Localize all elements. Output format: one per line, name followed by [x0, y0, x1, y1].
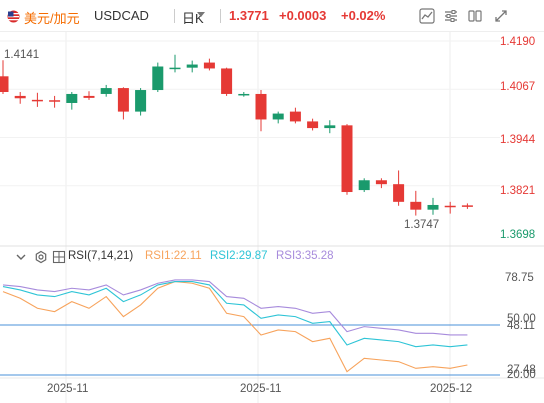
line-chart-icon[interactable]: [419, 8, 435, 24]
candle-body: [66, 93, 78, 103]
candle-body: [186, 64, 198, 68]
candle-body: [238, 93, 250, 96]
collapse-chevron-icon[interactable]: [14, 250, 28, 264]
candle-body: [14, 95, 26, 99]
candle-body: [31, 99, 43, 102]
candle-body: [100, 88, 112, 94]
high-marker-label: 1.4141: [4, 49, 40, 61]
chart-grid: [0, 32, 544, 403]
x-axis-label: 2025-11: [47, 383, 89, 395]
symbol-code[interactable]: USDCAD: [94, 8, 149, 23]
rsi-axis-tick: 20.00: [507, 369, 536, 381]
rsi-axis-tick: 50.00: [507, 313, 536, 325]
candle-body: [358, 180, 370, 191]
rsi1-value: RSI1:22.11: [145, 250, 202, 262]
price-change: +0.0003: [279, 8, 327, 23]
candle-body: [169, 67, 181, 70]
candle-body: [461, 205, 473, 207]
drawing-tools-icon[interactable]: [467, 8, 483, 24]
symbol-name-cn[interactable]: 美元/加元: [24, 11, 80, 26]
gear-icon[interactable]: [34, 250, 48, 264]
candle-body: [272, 113, 284, 120]
price-axis-tick: 1.4190: [500, 36, 536, 48]
candle-body: [289, 111, 301, 122]
candle-body: [83, 95, 95, 98]
rsi-axis-tick: 27.48: [507, 364, 536, 376]
rsi-series-line-rsi1: [2, 281, 468, 373]
candle-body: [375, 180, 387, 185]
rsi2-value: RSI2:29.87: [210, 250, 268, 262]
candle-body: [393, 184, 405, 202]
candle-body: [427, 204, 439, 210]
price-axis-tick: 1.4067: [500, 81, 536, 93]
price-axis-tick: 1.3944: [500, 134, 536, 146]
candle-body: [152, 66, 164, 91]
candlestick-chart[interactable]: [0, 32, 544, 403]
indicator-name[interactable]: RSI(7,14,21): [68, 250, 134, 262]
candle-body: [203, 62, 215, 69]
chevron-down-icon[interactable]: [197, 12, 205, 18]
candle-body: [117, 88, 129, 112]
candle-body: [444, 205, 456, 208]
settings-sliders-icon[interactable]: [443, 8, 459, 24]
chart-toolbar: 美元/加元 USDCAD 日K 1.3771 +0.0003 +0.02%: [0, 0, 544, 32]
candle-body: [341, 125, 353, 193]
indicator-bar: RSI(7,14,21) RSI1:22.11 RSI2:29.87 RSI3:…: [0, 247, 400, 267]
low-marker-label: 1.3747: [404, 219, 440, 231]
current-price-label: 1.3698: [500, 229, 536, 241]
rsi-axis-tick: 78.75: [505, 272, 534, 284]
price-axis-tick: 1.3821: [500, 185, 536, 197]
candle-body: [0, 76, 9, 92]
candle-body: [221, 68, 233, 94]
x-axis-label: 2025-12: [430, 383, 473, 395]
price-change-percent: +0.02%: [341, 8, 386, 23]
candle-body: [307, 121, 319, 129]
rsi3-value: RSI3:35.28: [276, 250, 334, 262]
candle-body: [255, 93, 267, 120]
toolbar-divider: [220, 9, 221, 23]
candle-body: [410, 201, 422, 210]
period-selector[interactable]: 日K: [182, 11, 204, 26]
toolbar-divider: [174, 9, 175, 23]
candles-layer: [0, 54, 473, 216]
candle-body: [324, 125, 336, 129]
rsi-axis-tick: 48.11: [507, 320, 535, 332]
candle-body: [135, 90, 147, 112]
us-flag-icon: [7, 10, 20, 23]
rsi-series-line-rsi3: [2, 279, 468, 336]
rsi-series-line-rsi2: [2, 281, 468, 348]
candle-body: [49, 100, 61, 102]
fullscreen-icon[interactable]: [493, 8, 509, 24]
indicator-grid-icon[interactable]: [52, 250, 66, 264]
last-price: 1.3771: [229, 8, 269, 23]
x-axis-label: 2025-11: [240, 383, 282, 395]
rsi-layer: [2, 279, 468, 373]
